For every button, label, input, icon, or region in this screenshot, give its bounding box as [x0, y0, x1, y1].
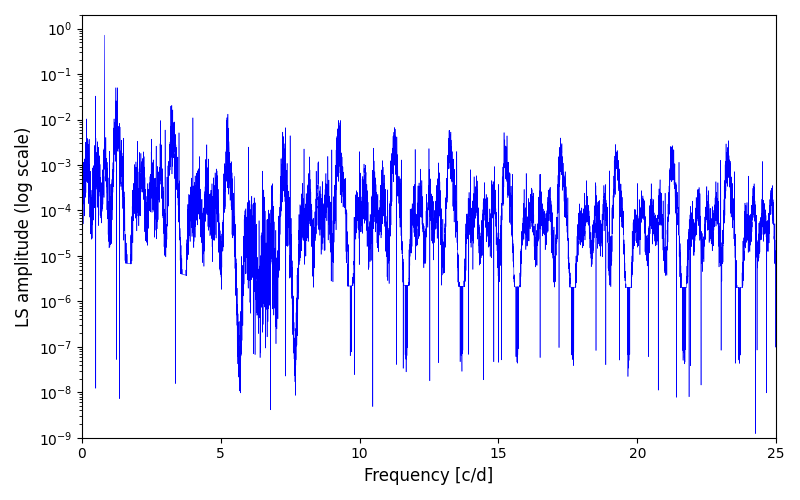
X-axis label: Frequency [c/d]: Frequency [c/d] — [364, 467, 494, 485]
Y-axis label: LS amplitude (log scale): LS amplitude (log scale) — [15, 126, 33, 326]
